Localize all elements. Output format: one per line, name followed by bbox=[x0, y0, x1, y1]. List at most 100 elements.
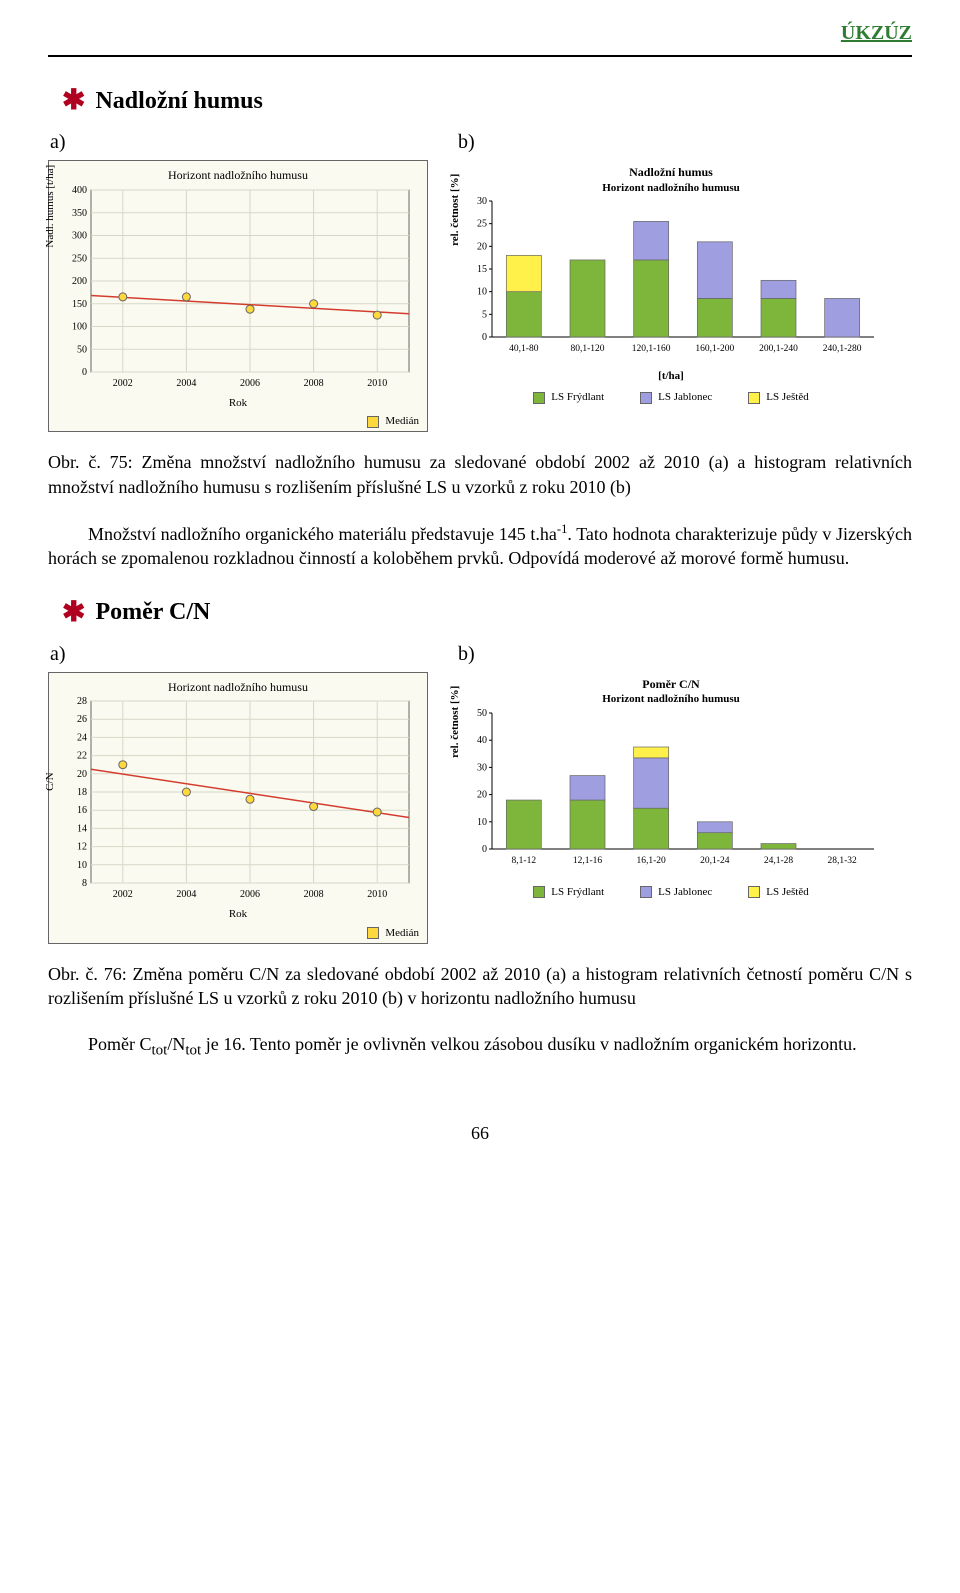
svg-text:15: 15 bbox=[477, 264, 487, 275]
chart-2b: Poměr C/N Horizont nadložního humusu rel… bbox=[456, 672, 886, 902]
svg-text:5: 5 bbox=[482, 310, 487, 321]
asterisk-icon: ✱ bbox=[62, 599, 85, 627]
section-1-paragraph: Množství nadložního organického materiál… bbox=[48, 521, 912, 571]
svg-text:2002: 2002 bbox=[113, 889, 133, 900]
chart-1b-ylabel: rel. četnost [%] bbox=[448, 174, 463, 246]
fig2a-label: a) bbox=[50, 641, 428, 668]
svg-text:25: 25 bbox=[477, 219, 487, 230]
chart-2b-title2: Horizont nadložního humusu bbox=[462, 692, 880, 707]
chart-2a-xlabel: Rok bbox=[57, 907, 419, 922]
chart-2a-legend: Medián bbox=[57, 926, 419, 941]
svg-text:2008: 2008 bbox=[304, 889, 324, 900]
figure-2-caption: Obr. č. 76: Změna poměru C/N za sledovan… bbox=[48, 962, 912, 1011]
chart-2b-ylabel: rel. četnost [%] bbox=[448, 686, 463, 758]
p2-sub1: tot bbox=[152, 1043, 168, 1059]
svg-text:100: 100 bbox=[72, 321, 87, 332]
median-swatch-icon bbox=[367, 416, 379, 428]
p2-sub2: tot bbox=[185, 1043, 201, 1059]
svg-text:8,1-12: 8,1-12 bbox=[512, 856, 537, 866]
svg-text:2010: 2010 bbox=[367, 889, 387, 900]
p1-sup: -1 bbox=[557, 522, 568, 536]
svg-text:200,1-240: 200,1-240 bbox=[759, 344, 798, 354]
section-2-title: ✱ Poměr C/N bbox=[62, 596, 912, 628]
chart-2a-ylabel: C/N bbox=[43, 773, 58, 791]
p2-pre: Poměr C bbox=[88, 1034, 152, 1054]
svg-text:200: 200 bbox=[72, 276, 87, 287]
svg-text:2008: 2008 bbox=[304, 378, 324, 389]
chart-1a: Horizont nadložního humusu Nadl. humus [… bbox=[48, 160, 428, 432]
svg-text:10: 10 bbox=[477, 817, 487, 828]
svg-text:28,1-32: 28,1-32 bbox=[828, 856, 858, 866]
svg-text:40: 40 bbox=[477, 735, 487, 746]
fig1a-label: a) bbox=[50, 129, 428, 156]
section-2-paragraph: Poměr Ctot/Ntot je 16. Tento poměr je ov… bbox=[48, 1032, 912, 1061]
p2-mid: /N bbox=[167, 1034, 185, 1054]
header-separator bbox=[48, 55, 912, 57]
svg-text:2006: 2006 bbox=[240, 378, 260, 389]
svg-text:300: 300 bbox=[72, 230, 87, 241]
figure-1-caption: Obr. č. 75: Změna množství nadložního hu… bbox=[48, 450, 912, 499]
p2-post: je 16. Tento poměr je ovlivněn velkou zá… bbox=[201, 1034, 856, 1054]
svg-text:350: 350 bbox=[72, 207, 87, 218]
svg-text:26: 26 bbox=[77, 714, 87, 725]
section-1-text: Nadložní humus bbox=[95, 85, 262, 117]
svg-text:20,1-24: 20,1-24 bbox=[700, 856, 730, 866]
svg-text:250: 250 bbox=[72, 253, 87, 264]
svg-text:2006: 2006 bbox=[240, 889, 260, 900]
chart-2a-svg: 8101214161820222426282002200420062008201… bbox=[57, 695, 417, 905]
svg-text:18: 18 bbox=[77, 787, 87, 798]
svg-text:2004: 2004 bbox=[176, 889, 196, 900]
chart-1a-ylabel: Nadl. humus [t/ha] bbox=[43, 164, 58, 247]
caption-1-body: Změna množství nadložního humusu za sled… bbox=[48, 452, 912, 496]
svg-text:20: 20 bbox=[477, 789, 487, 800]
section-1-title: ✱ Nadložní humus bbox=[62, 85, 912, 117]
svg-text:400: 400 bbox=[72, 185, 87, 196]
chart-1b-legend: LS FrýdlantLS JablonecLS Ještěd bbox=[462, 390, 880, 405]
chart-1a-svg: 0 50 100 150 200 250 300 350 400 2002 2004 2006 2008… bbox=[57, 184, 417, 394]
chart-2a-legend-label: Medián bbox=[385, 926, 419, 941]
median-swatch-icon bbox=[367, 927, 379, 939]
fig1b-label: b) bbox=[458, 129, 886, 156]
chart-1a-xlabel: Rok bbox=[57, 396, 419, 411]
svg-text:14: 14 bbox=[77, 823, 87, 834]
svg-text:240,1-280: 240,1-280 bbox=[823, 344, 862, 354]
svg-text:50: 50 bbox=[477, 709, 487, 719]
svg-text:2010: 2010 bbox=[367, 378, 387, 389]
caption-2-body: Změna poměru C/N za sledované období 200… bbox=[48, 964, 912, 1008]
svg-text:8: 8 bbox=[82, 878, 87, 889]
caption-1-prefix: Obr. č. 75: bbox=[48, 452, 141, 472]
chart-1b-xlabel: [t/ha] bbox=[462, 369, 880, 384]
svg-text:0: 0 bbox=[482, 332, 487, 343]
chart-1a-title: Horizont nadložního humusu bbox=[57, 167, 419, 183]
svg-text:24,1-28: 24,1-28 bbox=[764, 856, 794, 866]
p1-pre: Množství nadložního organického materiál… bbox=[88, 524, 557, 544]
section-2-text: Poměr C/N bbox=[95, 596, 210, 628]
chart-1a-legend: Medián bbox=[57, 414, 419, 429]
page-number: 66 bbox=[48, 1121, 912, 1145]
svg-text:0: 0 bbox=[482, 844, 487, 855]
svg-text:20: 20 bbox=[77, 769, 87, 780]
svg-text:0: 0 bbox=[82, 367, 87, 378]
chart-2a: Horizont nadložního humusu C/N 810121416… bbox=[48, 672, 428, 944]
svg-text:28: 28 bbox=[77, 696, 87, 707]
figure-row-2: a) Horizont nadložního humusu C/N 810121… bbox=[48, 641, 912, 944]
svg-text:2002: 2002 bbox=[113, 378, 133, 389]
svg-text:10: 10 bbox=[77, 860, 87, 871]
caption-2-prefix: Obr. č. 76: bbox=[48, 964, 133, 984]
svg-text:80,1-120: 80,1-120 bbox=[570, 344, 604, 354]
svg-text:40,1-80: 40,1-80 bbox=[509, 344, 539, 354]
svg-text:10: 10 bbox=[477, 287, 487, 298]
svg-text:24: 24 bbox=[77, 732, 87, 743]
svg-text:12,1-16: 12,1-16 bbox=[573, 856, 603, 866]
svg-text:50: 50 bbox=[77, 344, 87, 355]
svg-text:150: 150 bbox=[72, 298, 87, 309]
svg-text:120,1-160: 120,1-160 bbox=[632, 344, 671, 354]
header-org-link[interactable]: ÚKZÚZ bbox=[48, 20, 912, 47]
svg-text:16: 16 bbox=[77, 805, 87, 816]
figure-row-1: a) Horizont nadložního humusu Nadl. humu… bbox=[48, 129, 912, 432]
svg-text:160,1-200: 160,1-200 bbox=[695, 344, 734, 354]
svg-text:2004: 2004 bbox=[176, 378, 196, 389]
svg-text:22: 22 bbox=[77, 751, 87, 762]
chart-2b-legend: LS FrýdlantLS JablonecLS Ještěd bbox=[462, 885, 880, 900]
svg-text:30: 30 bbox=[477, 197, 487, 207]
